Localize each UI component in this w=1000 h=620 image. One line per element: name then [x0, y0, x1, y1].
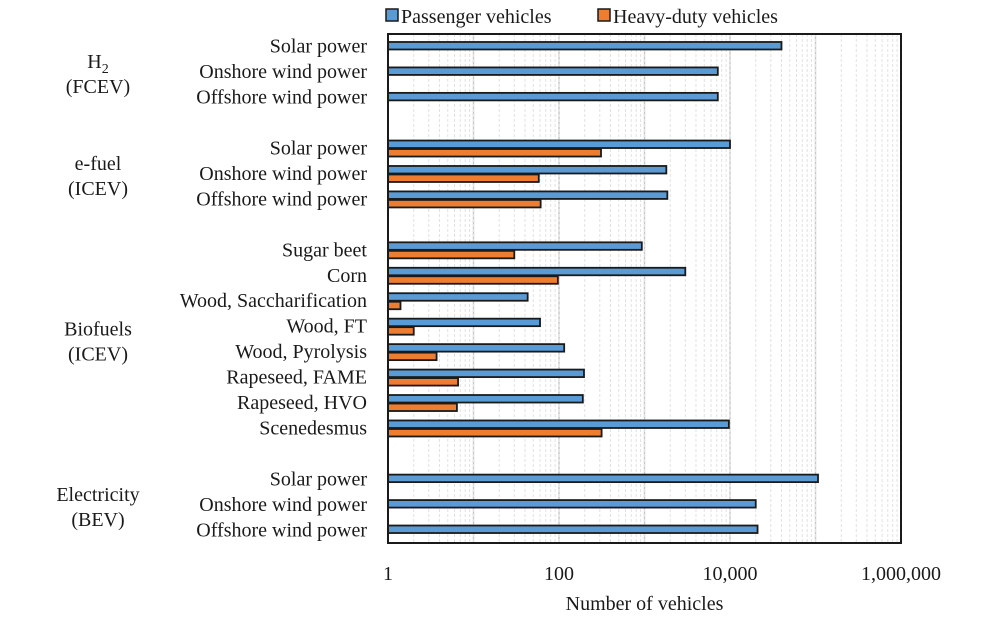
group-label: H2 [87, 51, 108, 77]
bar-passenger [387, 419, 730, 429]
legend: Passenger vehicles Heavy-duty vehicles [385, 6, 778, 28]
legend-label-passenger: Passenger vehicles [401, 6, 552, 28]
group-label-line2: (BEV) [71, 509, 124, 531]
bar-passenger [387, 91, 719, 102]
bar-passenger [387, 499, 757, 509]
category-label: Sugar beet [282, 239, 367, 261]
group-label: Biofuels [64, 318, 132, 340]
x-tick-label: 10,000 [703, 563, 758, 585]
group-label: e-fuel [75, 153, 122, 175]
bar-passenger [387, 317, 541, 328]
bar-heavy-duty [387, 377, 459, 387]
bar-passenger [387, 368, 585, 378]
bar-heavy-duty [387, 199, 542, 209]
category-label: Solar power [270, 36, 368, 58]
category-label: Scenedesmus [259, 417, 367, 439]
category-label: Offshore wind power [196, 87, 367, 109]
bar-heavy-duty [387, 326, 415, 336]
group-label-main: H [87, 51, 101, 73]
category-label: Wood, Saccharification [180, 290, 367, 312]
category-label: Wood, Pyrolysis [235, 341, 367, 363]
x-tick-label: 1,000,000 [861, 563, 941, 585]
category-labels: Solar power Onshore wind power Offshore wi… [180, 36, 368, 542]
category-label: Solar power [270, 468, 368, 490]
bars [387, 41, 819, 534]
bar-passenger [387, 41, 783, 51]
group-label-main: Electricity [56, 484, 139, 506]
bar-heavy-duty [387, 300, 402, 311]
bar-heavy-duty [387, 148, 602, 158]
category-label: Corn [327, 265, 367, 287]
gridlines [413, 34, 898, 543]
category-label: Onshore wind power [199, 163, 367, 185]
bar-passenger [387, 266, 687, 277]
legend-label-heavy-duty: Heavy-duty vehicles [613, 6, 778, 28]
x-tick-label: 1 [383, 563, 393, 585]
bar-passenger [387, 394, 584, 404]
group-label-line2: (ICEV) [68, 343, 128, 365]
bar-passenger [387, 292, 529, 302]
group-label: Electricity [56, 484, 139, 506]
bar-passenger [387, 190, 669, 200]
group-label-line2: (ICEV) [68, 178, 128, 200]
group-label-line2: (FCEV) [66, 76, 130, 98]
category-label: Onshore wind power [199, 61, 367, 83]
category-label: Solar power [270, 138, 368, 160]
category-label: Offshore wind power [196, 188, 367, 210]
category-label: Rapeseed, FAME [226, 367, 367, 389]
bar-heavy-duty [387, 351, 438, 362]
group-label-subscript: 2 [102, 62, 109, 77]
bar-passenger [387, 241, 643, 251]
category-label: Wood, FT [286, 316, 367, 338]
bar-passenger [387, 473, 819, 484]
category-label: Onshore wind power [199, 494, 367, 516]
bar-heavy-duty [387, 275, 559, 285]
category-label: Offshore wind power [196, 519, 367, 541]
bar-passenger [387, 524, 759, 534]
bar-passenger [387, 139, 731, 149]
legend-swatch-heavy-duty [597, 8, 611, 22]
legend-item-passenger: Passenger vehicles [385, 6, 552, 28]
group-label-main: Biofuels [64, 318, 132, 340]
x-axis-label: Number of vehicles [566, 593, 724, 615]
x-tick-labels: 1 100 10,000 1,000,000 [383, 563, 941, 585]
category-label: Rapeseed, HVO [237, 392, 367, 414]
bar-heavy-duty [387, 428, 603, 438]
bar-passenger [387, 165, 668, 175]
group-label-main: e-fuel [75, 153, 122, 175]
x-tick-label: 100 [544, 563, 574, 585]
plot-frame [387, 33, 902, 544]
legend-swatch-passenger [385, 8, 399, 22]
group-labels: H2(FCEV) e-fuel (ICEV) Biofuels (ICEV) Electr… [56, 51, 139, 531]
bar-heavy-duty [387, 173, 540, 183]
legend-item-heavy-duty: Heavy-duty vehicles [597, 6, 778, 28]
bar-heavy-duty [387, 402, 458, 412]
bar-passenger [387, 343, 566, 353]
bar-passenger [387, 66, 719, 76]
bar-heavy-duty [387, 249, 516, 260]
